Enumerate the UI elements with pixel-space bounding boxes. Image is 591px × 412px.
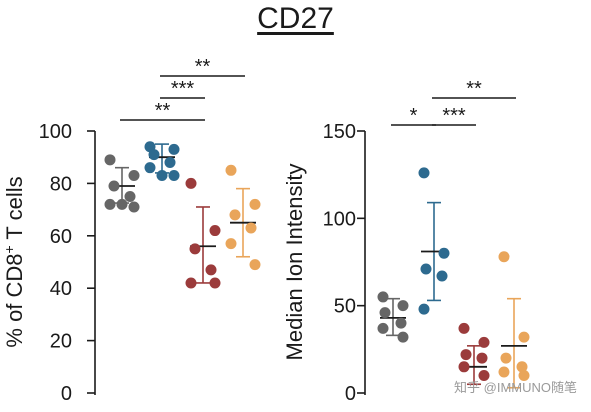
significance-label: *** [442,105,466,127]
data-point [418,303,430,315]
data-point [420,263,432,275]
data-point [458,361,470,373]
data-point [478,336,490,348]
significance-label: * [410,105,418,127]
data-point [124,191,136,202]
figure-title: CD27 [257,2,334,35]
data-point [148,149,160,161]
y-tick-label: 20 [50,331,72,353]
data-point [108,180,120,192]
data-point [249,198,261,210]
data-point [164,156,176,168]
y-tick-label: 0 [345,383,356,405]
y-axis-label: Median Ion Intensity [282,164,307,361]
data-point [104,154,116,166]
data-point [156,170,168,182]
data-point [395,317,407,329]
data-point [209,277,221,289]
y-tick-label: 0 [61,383,72,405]
data-point [436,270,448,282]
data-point [249,259,261,271]
y-tick-label: 100 [39,121,72,143]
data-point [185,277,197,289]
significance-label: ** [466,78,482,100]
data-point [397,300,409,312]
y-tick-label: 60 [50,226,72,248]
significance-label: ** [195,56,211,78]
data-point [205,264,217,276]
data-point [478,370,490,382]
data-point [116,198,128,210]
data-point [168,170,180,182]
watermark: 知乎 @IMMUNO随笔 [454,380,577,395]
data-point [168,143,180,155]
data-point [438,247,450,259]
data-point [476,352,488,364]
data-point [104,198,116,210]
data-group-3 [185,177,221,289]
y-axis-label: % of CD8+ T cells [1,176,27,347]
y-tick-label: 80 [50,173,72,195]
data-group-1 [104,154,140,213]
data-group-2 [418,167,450,315]
data-point [498,251,510,263]
data-point [225,164,237,176]
data-point [185,177,197,189]
data-point [377,291,389,303]
significance-label: *** [171,78,195,100]
y-tick-label: 40 [50,278,72,300]
data-point [245,222,257,234]
data-group-3 [458,322,490,386]
data-point [516,361,528,373]
data-point [209,225,221,237]
data-point [128,201,140,213]
data-group-4 [225,164,261,271]
data-point [189,243,201,255]
y-tick-label: 50 [334,296,356,318]
data-point [458,322,470,334]
data-point [397,331,409,343]
data-group-2 [144,141,180,182]
data-group-1 [377,291,409,343]
data-point [128,170,140,182]
significance-label: ** [155,100,171,122]
data-point [500,352,512,364]
data-point [518,331,530,343]
data-point [144,162,156,174]
y-tick-label: 100 [323,208,356,230]
data-point [518,370,530,382]
y-tick-label: 150 [323,121,356,143]
data-point [225,238,237,250]
data-point [418,167,430,179]
data-point [498,366,510,378]
data-point [229,209,241,221]
data-point [460,349,472,361]
data-point [379,307,391,319]
data-point [377,322,389,334]
data-group-4 [498,251,530,389]
